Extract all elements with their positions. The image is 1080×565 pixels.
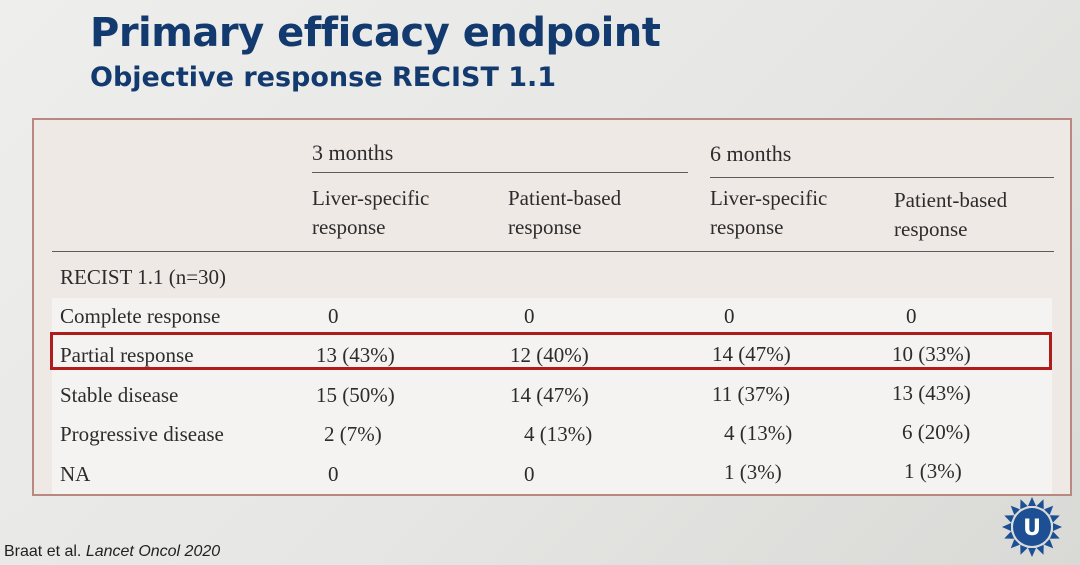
table-cell: 4 (13%) xyxy=(524,422,593,446)
table-cell: 0 xyxy=(524,304,535,328)
table-cell: 14 (47%) xyxy=(712,342,791,366)
table-cell: 12 (40%) xyxy=(510,343,589,367)
citation: Braat et al. Lancet Oncol 2020 xyxy=(4,543,220,561)
table-cell: 1 (3%) xyxy=(904,459,962,483)
table-cell: 13 (43%) xyxy=(316,343,395,367)
response-table: 3 months 6 months Liver-specific respons… xyxy=(32,118,1072,496)
table-cell: 0 xyxy=(328,304,339,328)
subheader-3m-liver: Liver-specific response xyxy=(312,184,429,242)
group-header-3-months: 3 months xyxy=(312,140,394,165)
subheader-line: response xyxy=(312,215,386,239)
row-label: Progressive disease xyxy=(60,422,224,446)
subheader-line: Patient-based xyxy=(894,188,1008,212)
slide-title: Primary efficacy endpoint xyxy=(90,10,661,56)
subheader-line: Liver-specific xyxy=(710,186,828,210)
partial-response-highlight-box xyxy=(50,332,1052,370)
header-bottom-rule xyxy=(52,251,1054,252)
table-cell: 4 (13%) xyxy=(724,421,793,445)
table-cell: 0 xyxy=(906,304,917,328)
section-label: RECIST 1.1 (n=30) xyxy=(60,265,227,289)
row-label: Complete response xyxy=(60,304,221,328)
subheader-line: response xyxy=(710,215,784,239)
subheader-line: response xyxy=(894,217,968,241)
table-cell: 0 xyxy=(724,304,735,328)
subheader-3m-patient: Patient-based response xyxy=(508,184,621,242)
subheader-6m-patient: Patient-based response xyxy=(894,186,1007,244)
sunburst-rays xyxy=(1002,497,1062,557)
table-cell: 6 (20%) xyxy=(902,420,971,444)
subheader-line: Liver-specific xyxy=(312,186,430,210)
row-label: NA xyxy=(60,462,91,486)
table-cell: 15 (50%) xyxy=(316,383,395,407)
table-cell: 1 (3%) xyxy=(724,460,782,484)
data-rows-band xyxy=(52,298,1052,494)
table-cell: 0 xyxy=(328,462,339,486)
table-cell: 2 (7%) xyxy=(324,422,382,446)
logo-disc xyxy=(1013,508,1051,546)
table-cell: 10 (33%) xyxy=(892,342,971,366)
university-logo: U xyxy=(1002,497,1062,557)
citation-authors: Braat et al. xyxy=(4,543,86,560)
group-rule-3-months xyxy=(312,172,688,173)
row-label: Stable disease xyxy=(60,383,179,407)
subheader-line: Patient-based xyxy=(508,186,622,210)
group-rule-6-months xyxy=(710,177,1054,178)
group-header-6-months: 6 months xyxy=(710,141,792,166)
table-cell: 11 (37%) xyxy=(712,382,790,406)
table-cell: 0 xyxy=(524,462,535,486)
logo-letter: U xyxy=(1023,516,1041,541)
row-label: Partial response xyxy=(60,343,194,367)
citation-journal: Lancet Oncol 2020 xyxy=(85,543,221,560)
subheader-6m-liver: Liver-specific response xyxy=(710,184,827,242)
slide-subtitle: Objective response RECIST 1.1 xyxy=(90,62,557,93)
subheader-line: response xyxy=(508,215,582,239)
table-cell: 14 (47%) xyxy=(510,383,589,407)
table-cell: 13 (43%) xyxy=(892,381,971,405)
